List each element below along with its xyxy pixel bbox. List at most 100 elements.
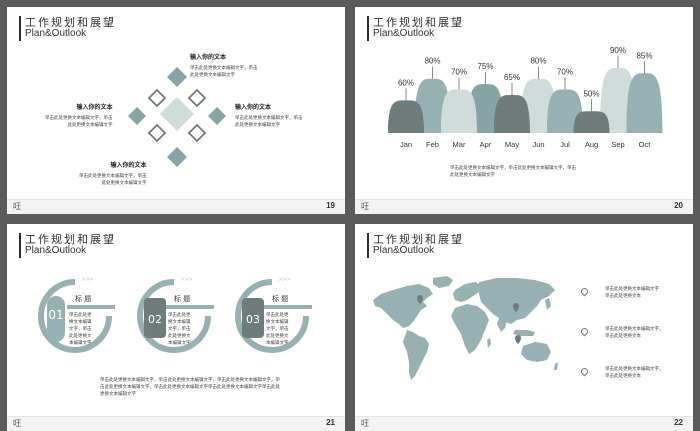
- step-line: 此处更换文: [168, 334, 191, 339]
- data-label: 80%: [530, 57, 546, 66]
- diamond-top: [167, 67, 187, 87]
- slide-footer: 㕵 21: [7, 416, 345, 431]
- caption-line: 击此处更换文本编辑文字，单击此处更换文本编辑文字单击此处更换文本编辑文字单击此处: [100, 385, 280, 390]
- step-line: 本编辑文字: [69, 341, 92, 346]
- data-label: 65%: [504, 73, 520, 82]
- map-north-america: [373, 284, 433, 328]
- step-line: 单击此处更: [266, 313, 289, 318]
- step-line: 文字，单击: [168, 327, 191, 332]
- data-label: 50%: [583, 89, 599, 98]
- map-pin-icon: [417, 295, 423, 304]
- slide-number: 19: [326, 201, 335, 210]
- slide-footer: 㕵 20: [355, 199, 693, 214]
- pin-line: 单击此处更换文本编辑文字，: [605, 327, 664, 332]
- block-line: 单击此处更换文本编辑文字，单击: [79, 174, 147, 179]
- x-tick-label: Oct: [639, 140, 652, 149]
- diamond-outline-tr: [187, 88, 207, 108]
- step-item-2: >>> 02 标 题 单击此处更 换文本编辑 文字，单击 此处更换文 本编辑文字: [134, 276, 224, 353]
- chart-peak-jul: [547, 89, 583, 133]
- footer-logo: 㕵: [361, 419, 369, 428]
- x-tick-label: May: [505, 140, 519, 149]
- step-line: 换文本编辑: [266, 320, 289, 325]
- step-text: 单击此处更 换文本编辑 文字，单击 此处更换文 本编辑文字: [168, 312, 191, 347]
- chart-peak-oct: [626, 73, 663, 133]
- caption-line: 更换文本编辑文字: [100, 392, 136, 397]
- slide-subtitle: Plan&Outlook: [25, 28, 87, 39]
- text-block-right: 输入你的文本 单击此处更换文本编辑文字，单击 此处更换文本编辑文字: [235, 102, 303, 129]
- x-tick-label: Jul: [560, 140, 570, 149]
- diamond-right: [208, 107, 226, 125]
- map-south-america: [403, 330, 429, 380]
- step-item-1: >>> 01 标 题 单击此处更 换文本编辑 文字，单击 此处更换文 本编辑文字: [35, 276, 125, 353]
- slide-subtitle: Plan&Outlook: [25, 245, 87, 256]
- data-label: 70%: [451, 68, 467, 77]
- slide-number: 22: [674, 418, 683, 427]
- step-label: 标 题: [272, 295, 289, 303]
- slide-title: 工作规划和展望: [373, 16, 464, 29]
- step-line: 换文本编辑: [168, 320, 191, 325]
- map-pin-icon: [515, 335, 521, 344]
- step-arrows: >>>: [278, 276, 291, 283]
- x-tick-label: Apr: [480, 140, 492, 149]
- text-block-bottom: 输入你的文本 单击此处更换文本编辑文字，单击 此处更换文本编辑文字: [79, 160, 147, 187]
- diamond-bottom: [167, 147, 187, 167]
- slide-20[interactable]: 工作规划和展望 Plan&Outlook 60% Jan 80% Feb 70% Mar 7…: [355, 7, 693, 214]
- block-line: 单击此处更换文本编辑文字，单击: [190, 66, 258, 71]
- slide-subtitle: Plan&Outlook: [373, 28, 435, 39]
- block-heading: 输入你的文本: [76, 104, 113, 111]
- slide-21[interactable]: 工作规划和展望 Plan&Outlook >>> 01 标 题 单击此处更 换文…: [7, 224, 345, 431]
- pin-text: 单击此处更换文本编辑文字 单击此处更换文本: [605, 286, 693, 300]
- diamond-diagram: [128, 67, 226, 167]
- step-line: 文字，单击: [69, 327, 92, 332]
- slide-number: 20: [674, 201, 683, 210]
- map-india: [497, 318, 507, 332]
- slide-title: 工作规划和展望: [25, 233, 116, 246]
- bottom-caption: 单击此处更换文本编辑文字，单击此处更换文本编辑文字，单击此处更换文本编辑文字，单…: [100, 377, 280, 398]
- chart-peak-aug: [573, 111, 610, 133]
- step-line: 此处更换文: [266, 334, 289, 339]
- map-new-zealand: [554, 362, 558, 370]
- pin-line: 单击此处更换文本编辑文字，: [605, 367, 664, 372]
- step-text: 单击此处更 换文本编辑 文字，单击 此处更换文 本编辑文字: [266, 312, 289, 347]
- footer-logo: 㕵: [361, 202, 369, 211]
- chart-peak-jan: [388, 100, 424, 133]
- data-label: 85%: [636, 51, 652, 60]
- step-line: 此处更换文: [69, 334, 92, 339]
- block-line: 此处更换文本编辑文字: [67, 123, 113, 128]
- world-map: [373, 276, 558, 380]
- block-heading: 输入你的文本: [110, 162, 147, 169]
- caption-line: 单击此处更换文本编辑文字，单击此处更换文本编辑文字，单击: [450, 166, 576, 171]
- map-pin-icon: [513, 303, 519, 312]
- x-tick-label: Jun: [532, 140, 544, 149]
- diamond-outline-tl: [147, 88, 167, 108]
- x-tick-label: Jan: [400, 140, 412, 149]
- step-item-3: >>> 03 标 题 单击此处更 换文本编辑 文字，单击 此处更换文 本编辑文字: [232, 276, 322, 353]
- block-line: 此处更换文本编辑文字: [101, 181, 147, 186]
- step-ring: [235, 279, 309, 353]
- slide-footer: 㕵 22: [355, 416, 693, 431]
- step-line: 本编辑文字: [266, 341, 289, 346]
- text-block-top: 输入你的文本 单击此处更换文本编辑文字，单击 此处更换文本编辑文字: [190, 52, 258, 79]
- step-line: 本编辑文字: [168, 341, 191, 346]
- step-ring: [137, 279, 211, 353]
- map-africa: [451, 304, 489, 354]
- map-greenland: [433, 276, 453, 288]
- pin-text: 单击此处更换文本编辑文字， 单击此处更换文本: [605, 366, 693, 380]
- map-asia: [479, 278, 555, 324]
- slide-19[interactable]: 工作规划和展望 Plan&Outlook 输入你的文本 单击此处更换文本编辑文字…: [7, 7, 345, 214]
- block-line: 此处更换文本编辑文字: [235, 123, 280, 128]
- step-ring: [38, 279, 112, 353]
- pin-text: 单击此处更换文本编辑文字， 单击此处更换文本: [605, 326, 693, 340]
- pin-line: 单击此处更换文本: [605, 334, 641, 339]
- step-divider: [166, 305, 214, 309]
- slide-title: 工作规划和展望: [373, 233, 464, 246]
- pin-line: 单击此处更换文本编辑文字: [605, 287, 659, 292]
- diamond-left: [128, 107, 146, 125]
- slide-footer: 㕵 19: [7, 199, 345, 214]
- caption-line: 此处更换文本编辑文字: [450, 173, 495, 178]
- slide-22[interactable]: 工作规划和展望 Plan&Outlook: [355, 224, 693, 431]
- location-pin-icon: [579, 326, 590, 337]
- step-number: 02: [148, 313, 162, 326]
- slide-number: 21: [326, 418, 335, 427]
- x-tick-label: Sep: [611, 140, 624, 149]
